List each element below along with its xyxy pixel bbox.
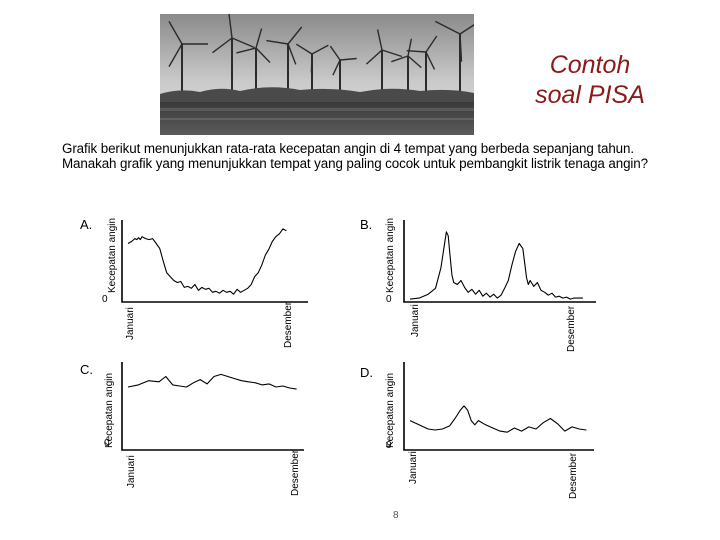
- chart-axes: [403, 220, 596, 303]
- wind-speed-line: [409, 231, 583, 300]
- chart-d: [403, 362, 594, 451]
- page-number: 8: [393, 510, 399, 521]
- panel-d-xstart: Januari: [408, 451, 419, 484]
- panel-b-label: B.: [360, 217, 373, 232]
- panel-b-xend: Desember: [566, 305, 577, 352]
- turbine-icon: [236, 28, 271, 96]
- chart-c: [121, 362, 304, 451]
- panel-c-ylabel: Kecepatan angin: [104, 372, 115, 448]
- panel-c-zero: 0: [104, 438, 110, 449]
- panel-d-xend: Desember: [568, 452, 579, 499]
- panel-c-xend: Desember: [290, 449, 301, 496]
- panel-a-label: A.: [80, 217, 93, 232]
- wind-speed-line: [127, 228, 287, 295]
- question-text: Grafik berikut menunjukkan rata-rata kec…: [62, 141, 649, 171]
- turbine-icon: [406, 35, 438, 98]
- panel-d-zero: 0: [386, 440, 392, 451]
- slide-title: Contoh soal PISA: [505, 50, 675, 110]
- panel-d-ylabel: Kecepatan angin: [385, 372, 396, 448]
- wind-turbine-photo: [160, 14, 474, 135]
- turbine-icon: [391, 38, 422, 98]
- wind-speed-line: [409, 405, 587, 433]
- panel-a-ylabel: Kecepatan angin: [107, 217, 118, 293]
- turbine-icon: [434, 20, 474, 100]
- panel-a-xstart: Januari: [125, 307, 136, 340]
- panel-b-xstart: Januari: [410, 304, 421, 337]
- panel-b-zero: 0: [386, 294, 392, 305]
- turbine-icon: [212, 14, 255, 96]
- turbine-icon: [266, 26, 303, 96]
- panel-b-ylabel: Kecepatan angin: [385, 217, 396, 293]
- title-line-1: Contoh: [549, 51, 631, 79]
- chart-axes: [121, 220, 308, 303]
- panel-a-zero: 0: [102, 294, 108, 305]
- title-line-2: soal PISA: [535, 81, 645, 109]
- wind-speed-line: [127, 373, 297, 390]
- chart-b: [403, 220, 596, 303]
- panel-c-xstart: Januari: [126, 455, 137, 488]
- panel-d-label: D.: [360, 365, 373, 380]
- chart-a: [121, 220, 308, 303]
- panel-a-xend: Desember: [283, 301, 294, 348]
- chart-axes: [403, 362, 594, 451]
- panel-c-label: C.: [80, 362, 93, 377]
- turbine-icon: [365, 29, 403, 100]
- chart-axes: [121, 362, 304, 451]
